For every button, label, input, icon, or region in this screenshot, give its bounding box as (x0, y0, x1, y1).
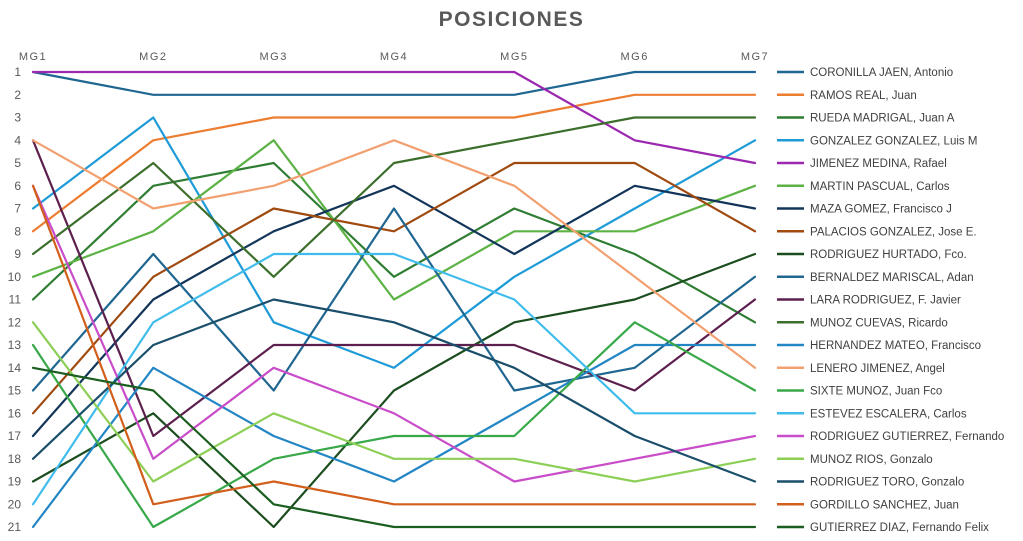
series-line (31, 321, 757, 483)
series-line (31, 70, 757, 96)
legend-label: LARA RODRIGUEZ, F. Javier (810, 295, 961, 307)
x-tick-label: MG3 (259, 51, 287, 63)
series-lines (31, 70, 757, 529)
series-line (31, 298, 757, 483)
y-tick-label: 18 (8, 452, 22, 466)
series-line (31, 139, 757, 438)
legend-label: RODRIGUEZ TORO, Gonzalo (810, 477, 964, 489)
x-tick-label: MG6 (620, 51, 648, 63)
series-line (31, 366, 757, 529)
x-tick-label: MG7 (741, 51, 769, 63)
x-axis: MG1 MG2 MG3 MG4 MG5 MG6 MG7 (19, 51, 769, 63)
chart-title: POSICIONES (438, 8, 585, 31)
series-line (31, 161, 757, 415)
y-tick-label: 4 (14, 133, 21, 147)
y-tick-label: 10 (8, 270, 22, 284)
legend-label: MUNOZ CUEVAS, Ricardo (810, 317, 948, 329)
y-tick-label: 9 (14, 247, 21, 261)
series-line (31, 184, 757, 483)
x-tick-label: MG5 (500, 51, 528, 63)
legend-label: RODRIGUEZ GUTIERREZ, Fernando (810, 431, 1004, 443)
x-tick-label: MG2 (139, 51, 167, 63)
legend-label: CORONILLA JAEN, Antonio (810, 67, 953, 79)
series-line (31, 161, 757, 324)
series-line (31, 139, 757, 369)
y-tick-label: 11 (9, 293, 22, 307)
legend-label: BERNALDEZ MARISCAL, Adan (810, 272, 974, 284)
y-tick-label: 6 (14, 179, 21, 193)
series-line (31, 184, 757, 506)
legend-label: MUNOZ RIOS, Gonzalo (810, 454, 933, 466)
y-tick-label: 7 (14, 202, 21, 216)
series-line (31, 70, 757, 165)
series-line (31, 93, 757, 233)
legend: CORONILLA JAEN, Antonio RAMOS REAL, Juan R… (777, 67, 1004, 534)
y-tick-label: 15 (8, 384, 22, 398)
legend-label: LENERO JIMENEZ, Angel (810, 363, 945, 375)
legend-label: SIXTE MUNOZ, Juan Fco (810, 386, 942, 398)
y-tick-label: 20 (8, 497, 22, 511)
series-line (31, 207, 757, 392)
x-tick-label: MG4 (380, 51, 408, 63)
series-line (31, 116, 757, 369)
y-tick-label: 8 (14, 224, 21, 238)
series-line (31, 321, 757, 529)
y-tick-label: 5 (14, 156, 21, 170)
y-tick-label: 13 (8, 338, 22, 352)
legend-label: PALACIOS GONZALEZ, Jose E. (810, 226, 977, 238)
y-tick-label: 21 (8, 520, 22, 534)
legend-label: JIMENEZ MEDINA, Rafael (810, 158, 947, 170)
series-line (31, 343, 757, 529)
legend-label: RODRIGUEZ HURTADO, Fco. (810, 249, 967, 261)
y-tick-label: 16 (8, 406, 22, 420)
series-line (31, 252, 757, 506)
y-tick-label: 12 (8, 315, 22, 329)
y-tick-label: 3 (14, 111, 21, 125)
legend-label: ESTEVEZ ESCALERA, Carlos (810, 408, 967, 420)
series-line (31, 139, 757, 301)
y-tick-label: 19 (8, 475, 22, 489)
y-tick-label: 2 (14, 88, 21, 102)
legend-label: MAZA GOMEZ, Francisco J (810, 204, 952, 216)
legend-label: GONZALEZ GONZALEZ, Luis M (810, 135, 977, 147)
legend-label: GORDILLO SANCHEZ, Juan (810, 499, 959, 511)
x-tick-label: MG1 (19, 51, 47, 63)
series-line (31, 184, 757, 438)
y-tick-label: 1 (14, 65, 21, 79)
legend-label: RAMOS REAL, Juan (810, 90, 917, 102)
legend-label: MARTIN PASCUAL, Carlos (810, 181, 950, 193)
y-tick-label: 14 (8, 361, 22, 375)
legend-label: GUTIERREZ DIAZ, Fernando Felix (810, 522, 989, 534)
series-line (31, 252, 757, 529)
series-line (31, 116, 757, 278)
y-tick-label: 17 (8, 429, 22, 443)
legend-label: HERNANDEZ MATEO, Francisco (810, 340, 981, 352)
legend-label: RUEDA MADRIGAL, Juan A (810, 113, 955, 125)
